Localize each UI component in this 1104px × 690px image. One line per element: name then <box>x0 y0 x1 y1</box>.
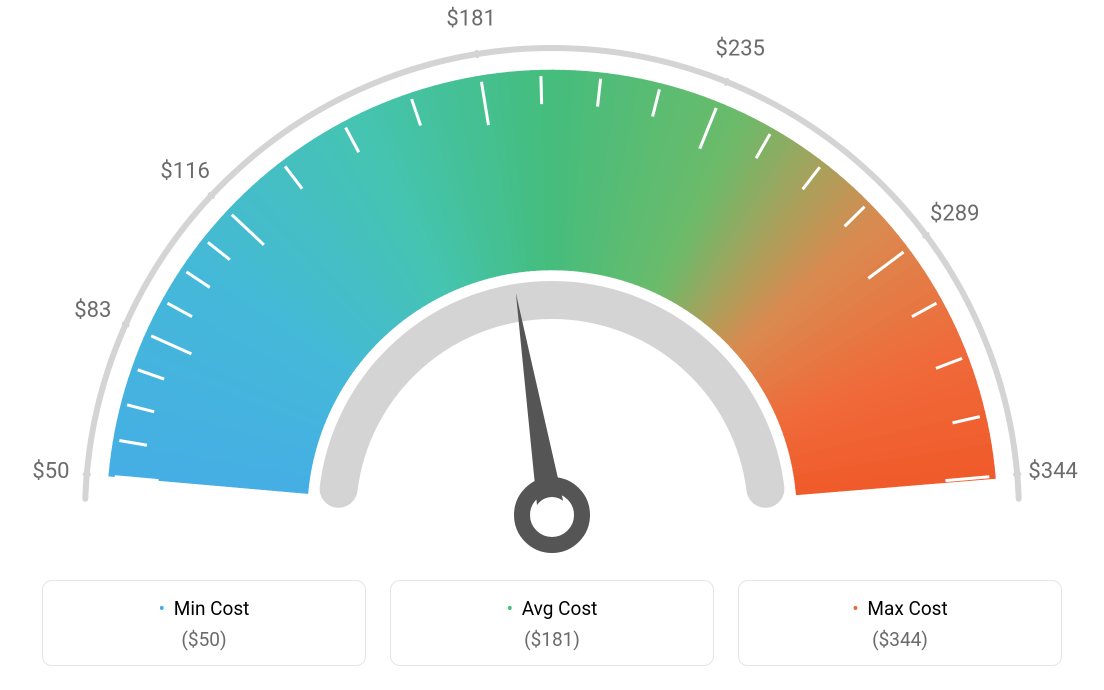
svg-text:$235: $235 <box>715 37 764 62</box>
legend-label-avg: Avg Cost <box>522 597 598 620</box>
legend-label-min: Min Cost <box>174 597 250 620</box>
legend-row: • Min Cost ($50) • Avg Cost ($181) • Max… <box>0 580 1104 666</box>
legend-title-max: • Max Cost <box>739 597 1061 620</box>
legend-dot-avg: • <box>507 597 513 620</box>
svg-text:$344: $344 <box>1028 459 1077 484</box>
legend-value-avg: ($181) <box>391 628 713 651</box>
legend-title-avg: • Avg Cost <box>391 597 713 620</box>
legend-value-max: ($344) <box>739 628 1061 651</box>
legend-title-min: • Min Cost <box>43 597 365 620</box>
legend-dot-max: • <box>852 597 858 620</box>
svg-text:$50: $50 <box>32 459 69 484</box>
gauge-chart: $50 $83 $116 $181 $235 $289 $344 <box>0 0 1104 560</box>
legend-dot-min: • <box>159 597 165 620</box>
gauge-area: $50 $83 $116 $181 $235 $289 $344 <box>0 0 1104 560</box>
cost-gauge-container: $50 $83 $116 $181 $235 $289 $344 • Min Cost ($… <box>0 0 1104 690</box>
svg-text:$83: $83 <box>74 298 111 323</box>
legend-card-avg: • Avg Cost ($181) <box>390 580 714 666</box>
svg-text:$116: $116 <box>160 159 209 184</box>
svg-text:$181: $181 <box>446 7 495 32</box>
legend-card-max: • Max Cost ($344) <box>738 580 1062 666</box>
legend-value-min: ($50) <box>43 628 365 651</box>
svg-text:$289: $289 <box>930 202 979 227</box>
legend-card-min: • Min Cost ($50) <box>42 580 366 666</box>
legend-label-max: Max Cost <box>867 597 947 620</box>
